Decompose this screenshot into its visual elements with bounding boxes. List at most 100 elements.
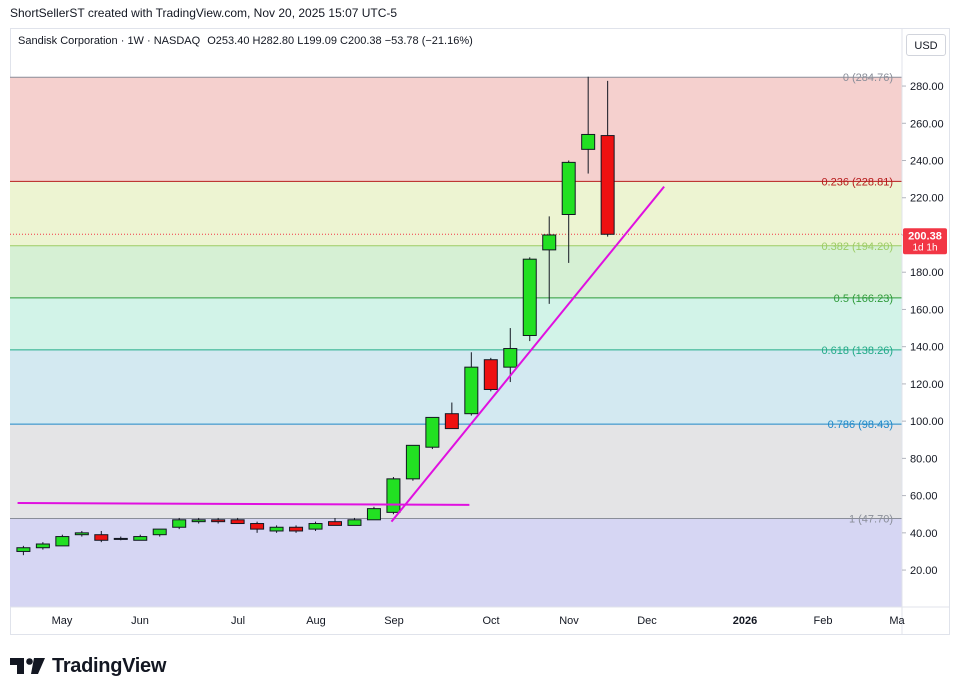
candle-6[interactable] — [133, 534, 148, 541]
candle-body — [152, 528, 167, 536]
tradingview-logo[interactable]: TradingView — [10, 654, 166, 678]
candle-body — [289, 526, 304, 532]
candle-body — [483, 359, 498, 390]
trend-lines — [17, 185, 665, 523]
candle-8[interactable] — [172, 517, 187, 530]
price-axis: 20.00 40.00 60.00 80.00 100.00 120.00 140.00 16… — [902, 81, 944, 577]
candle-26[interactable] — [522, 257, 537, 342]
candle-12[interactable] — [250, 521, 265, 533]
candle-body — [133, 536, 148, 541]
symbol-name: Sandisk Corporation · 1W · NASDAQ — [18, 35, 201, 47]
price-tick-label: 100.00 — [910, 416, 944, 428]
fib-band-0.236 — [10, 181, 902, 246]
price-tick-label: 20.00 — [910, 565, 938, 577]
candle-13[interactable] — [269, 525, 284, 533]
candle-0[interactable] — [16, 545, 31, 556]
candle-30[interactable] — [600, 80, 615, 237]
candle-body — [172, 519, 187, 528]
candle-body — [113, 537, 128, 540]
candle-body — [581, 133, 596, 150]
symbol-legend: Sandisk Corporation · 1W · NASDAQ O253.4… — [18, 35, 473, 47]
candle-5[interactable] — [113, 536, 128, 541]
trend-line-1[interactable] — [390, 185, 665, 523]
candle-1[interactable] — [35, 542, 50, 550]
candle-18[interactable] — [366, 506, 381, 521]
price-tick-label: 160.00 — [910, 304, 944, 316]
fib-label-1: 1 (47.70) — [849, 514, 893, 526]
currency-button[interactable]: USD — [906, 34, 946, 56]
candle-15[interactable] — [308, 521, 323, 531]
candle-body — [386, 478, 401, 513]
candle-body — [405, 444, 420, 480]
candle-16[interactable] — [328, 517, 342, 526]
candles — [16, 76, 615, 556]
time-tick-label: Feb — [814, 615, 833, 627]
candle-27[interactable] — [542, 216, 557, 304]
trend-line-0[interactable] — [17, 502, 470, 506]
candle-body — [55, 536, 70, 547]
time-tick-label: Sep — [384, 615, 404, 627]
candle-body — [561, 161, 576, 216]
fib-label-0.786: 0.786 (98.43) — [828, 419, 893, 431]
candle-14[interactable] — [289, 525, 304, 533]
time-tick-label: Jul — [231, 615, 245, 627]
candle-28[interactable] — [561, 160, 576, 263]
price-tick-label: 240.00 — [910, 156, 944, 168]
candle-21[interactable] — [425, 416, 440, 450]
fib-band-0.5 — [10, 297, 902, 350]
candle-2[interactable] — [55, 534, 70, 547]
time-tick-label: May — [52, 615, 73, 627]
candle-20[interactable] — [405, 444, 420, 481]
attribution-text: ShortSellerST created with TradingView.c… — [10, 6, 398, 20]
candle-body — [250, 523, 265, 530]
candle-body — [230, 519, 245, 525]
time-tick-label: Nov — [559, 615, 579, 627]
time-tick-label: Jun — [131, 615, 149, 627]
price-tick-label: 180.00 — [910, 267, 944, 279]
candle-24[interactable] — [483, 357, 498, 392]
candle-10[interactable] — [211, 517, 226, 524]
change-value: −53.78 (−21.16%) — [384, 35, 473, 47]
candle-body — [94, 534, 109, 541]
close-value: 200.38 — [347, 35, 382, 47]
candle-29[interactable] — [581, 76, 596, 174]
candle-7[interactable] — [152, 528, 167, 537]
candle-body — [35, 543, 50, 549]
candle-25[interactable] — [503, 328, 518, 383]
badge-price: 200.38 — [908, 230, 942, 242]
fib-band-0 — [10, 77, 902, 182]
candle-body — [347, 519, 362, 526]
candle-4[interactable] — [94, 530, 109, 543]
fib-bands — [10, 77, 902, 607]
fib-label-0: 0 (284.76) — [843, 72, 893, 84]
candle-23[interactable] — [464, 352, 479, 416]
candle-body — [464, 366, 479, 415]
candle-19[interactable] — [386, 476, 401, 515]
candle-body — [269, 526, 284, 532]
candle-22[interactable] — [444, 402, 459, 430]
fib-band-0.618 — [10, 349, 902, 425]
candle-9[interactable] — [191, 517, 206, 524]
low-label: L — [297, 35, 304, 47]
candle-body — [542, 234, 557, 251]
fib-label-0.236: 0.236 (228.81) — [821, 176, 893, 188]
fib-lines: 0 (284.76) 0.236 (228.81) 0.382 (194.20) 0.… — [10, 72, 902, 526]
high-value: 282.80 — [260, 35, 295, 47]
candle-3[interactable] — [74, 530, 89, 537]
candle-body — [503, 348, 518, 368]
candle-17[interactable] — [347, 517, 362, 526]
time-tick-label: 2026 — [733, 615, 757, 627]
candle-body — [522, 258, 537, 337]
time-tick-label: Dec — [637, 615, 657, 627]
fib-band-1 — [10, 518, 902, 607]
open-value: 253.40 — [215, 35, 250, 47]
time-tick-label: Aug — [306, 615, 326, 627]
low-value: 199.09 — [303, 35, 337, 47]
time-axis: May Jun Jul Aug Sep Oct Nov Dec 2026 Feb Ma — [52, 615, 906, 627]
price-tick-label: 120.00 — [910, 379, 944, 391]
candle-body — [211, 519, 226, 523]
open-label: O — [207, 35, 216, 47]
candle-11[interactable] — [230, 517, 245, 525]
